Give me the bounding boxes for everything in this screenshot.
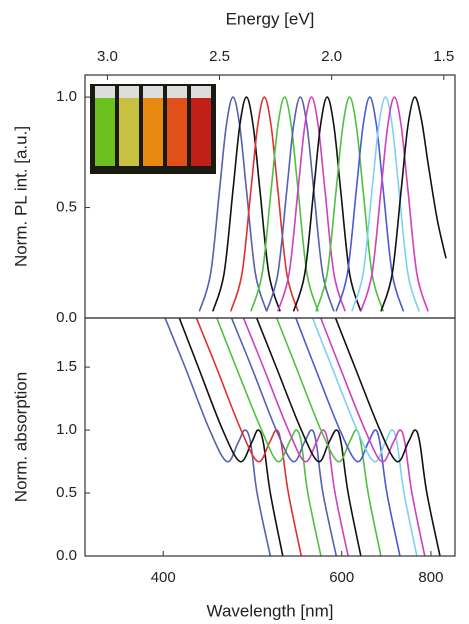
x-tick-label: 2.5 xyxy=(209,48,230,65)
spectrum-line xyxy=(230,318,338,556)
spectrum-line xyxy=(198,96,268,312)
inset-photo xyxy=(90,84,216,174)
y-tick-label: 1.5 xyxy=(56,358,77,375)
spectrum-line xyxy=(380,96,447,312)
spectrum-line xyxy=(334,318,441,556)
y-tick-label: 1.0 xyxy=(56,88,77,105)
x-tick-label: 3.0 xyxy=(97,48,118,65)
y-tick-label: 0.5 xyxy=(56,484,77,501)
spectrum-line xyxy=(255,318,362,556)
spectrum-line xyxy=(229,96,299,312)
spectrum-line xyxy=(360,96,429,312)
plot-lines xyxy=(164,318,441,556)
plot-lines xyxy=(198,96,447,312)
spectrum-line xyxy=(319,318,426,556)
y-tick-label: 0.0 xyxy=(56,309,77,326)
y-tick-label: 0.0 xyxy=(56,547,77,564)
x-tick-label: 1.5 xyxy=(433,48,454,65)
y-axis-label: Norm. PL int. [a.u.] xyxy=(11,126,30,267)
y-axis-label: Norm. absorption xyxy=(11,372,30,502)
spectrum-line xyxy=(315,96,385,312)
x-axis-label: Wavelength [nm] xyxy=(207,601,334,620)
plot-frame xyxy=(84,317,456,557)
spectrum-line xyxy=(164,318,272,556)
spectrum-line xyxy=(351,96,420,312)
spectrum-line xyxy=(250,96,319,312)
spectrum-line xyxy=(195,318,303,556)
x-tick-label: 800 xyxy=(418,569,443,586)
spectrum-line xyxy=(215,318,322,556)
spectrum-line xyxy=(275,318,382,556)
y-tick-label: 1.0 xyxy=(56,421,77,438)
x-tick-label: 2.0 xyxy=(321,48,342,65)
x-tick-label: 400 xyxy=(151,569,176,586)
spectrum-line xyxy=(242,318,349,556)
spectrum-line xyxy=(335,96,405,312)
spectrum-line xyxy=(265,96,335,312)
spectrum-line xyxy=(292,96,362,312)
y-tick-label: 0.5 xyxy=(56,199,77,216)
x-axis-label: Energy [eV] xyxy=(226,9,315,28)
spectrum-line xyxy=(294,318,401,556)
spectrum-line xyxy=(178,318,284,556)
x-tick-label: 600 xyxy=(329,569,354,586)
